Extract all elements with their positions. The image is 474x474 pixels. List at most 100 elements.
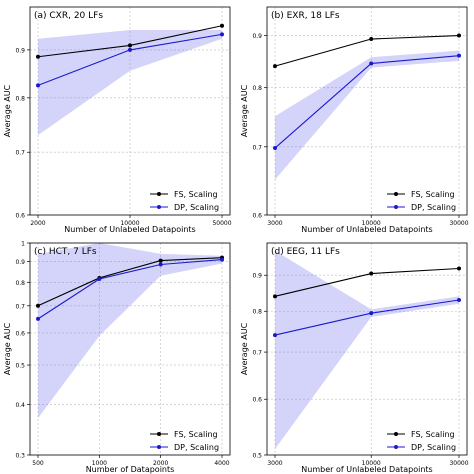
x-axis-label: Number of Unlabeled Datapoints	[64, 225, 195, 234]
x-tick-label: 3000	[267, 460, 282, 467]
legend-swatch-marker	[157, 192, 161, 196]
data-point	[457, 53, 461, 58]
data-point	[273, 333, 277, 338]
legend-label: DP, Scaling	[174, 203, 219, 212]
y-axis-label: Average AUC	[3, 322, 12, 375]
confidence-band	[275, 50, 459, 180]
confidence-band	[38, 243, 222, 419]
legend-label: FS, Scaling	[411, 430, 455, 439]
data-point	[369, 61, 374, 66]
data-point	[97, 277, 102, 282]
y-tick-label: 0.6	[15, 213, 25, 220]
data-point	[36, 316, 40, 321]
legend-label: DP, Scaling	[411, 443, 456, 452]
x-tick-label: 10000	[362, 460, 381, 467]
x-tick-label: 30000	[449, 460, 468, 467]
legend-swatch-marker	[157, 445, 161, 449]
data-point	[220, 32, 224, 37]
y-tick-label: 0.6	[15, 330, 25, 337]
confidence-band	[275, 250, 459, 449]
legend: FS, Scaling DP, Scaling	[387, 190, 456, 212]
y-axis-label: Average AUC	[240, 84, 249, 137]
y-tick-label: 0.6	[252, 213, 262, 220]
data-point	[158, 262, 163, 267]
data-point	[36, 83, 40, 88]
chart-panel-4: 0.5 0.6 0.7 0.8 0.9 3000 10000 30000 (d) EEG, 11…	[240, 242, 469, 474]
chart-title: (b) EXR, 18 LFs	[271, 11, 340, 21]
y-tick-label: 0.9	[252, 273, 262, 280]
x-tick-label: 30000	[449, 220, 468, 227]
data-point	[273, 64, 277, 69]
x-tick-label: 10000	[120, 220, 139, 227]
data-point	[369, 37, 374, 42]
x-axis-label: Number of Unlabeled Datapoints	[301, 465, 432, 474]
legend-label: DP, Scaling	[411, 203, 456, 212]
y-axis-label: Average AUC	[240, 322, 249, 375]
series-line-fs	[37, 257, 223, 307]
x-tick-label: 2000	[153, 460, 168, 467]
y-tick-label: 0.9	[252, 33, 262, 40]
data-point	[128, 43, 132, 48]
chart-panel-1: 0.6 0.7 0.8 0.9 2000 10000 50000 (a) CXR, 20 LF…	[3, 6, 232, 234]
legend-swatch-marker	[157, 205, 161, 209]
y-tick-label: 0.8	[15, 280, 25, 287]
data-point	[369, 311, 374, 316]
x-tick-label: 1000	[92, 460, 107, 467]
y-tick-label: 0.4	[15, 402, 25, 409]
series-line-dp	[37, 259, 223, 320]
chart-title: (d) EEG, 11 LFs	[271, 247, 340, 257]
data-point	[273, 294, 277, 299]
data-point	[128, 47, 132, 52]
x-tick-label: 4000	[214, 460, 229, 467]
plot-frame	[29, 242, 231, 456]
confidence-band	[38, 30, 222, 136]
plot-frame	[266, 6, 468, 216]
y-tick-label: 0.7	[252, 350, 262, 357]
y-axis-label: Average AUC	[3, 84, 12, 137]
y-tick-label: 0.7	[252, 144, 262, 151]
y-tick-label: 0.9	[15, 47, 25, 54]
legend: FS, Scaling DP, Scaling	[387, 430, 456, 452]
chart-title: (a) CXR, 20 LFs	[34, 11, 103, 21]
legend-label: FS, Scaling	[174, 430, 218, 439]
data-point	[220, 23, 224, 28]
y-tick-label: 0.8	[252, 309, 262, 316]
legend-swatch-marker	[394, 432, 398, 436]
legend-swatch-marker	[394, 445, 398, 449]
legend-label: DP, Scaling	[174, 443, 219, 452]
x-tick-label: 500	[32, 460, 44, 467]
chart-title: (c) HCT, 7 LFs	[34, 247, 97, 257]
data-point	[220, 257, 224, 262]
legend-label: FS, Scaling	[411, 190, 455, 199]
legend-label: FS, Scaling	[174, 190, 218, 199]
data-point	[273, 146, 277, 151]
x-axis-label: Number of Unlabeled Datapoints	[301, 225, 432, 234]
x-tick-label: 50000	[212, 220, 231, 227]
data-point	[457, 266, 461, 271]
plot-frame	[266, 242, 468, 456]
y-tick-label: 0.9	[15, 259, 25, 266]
legend-swatch-marker	[394, 192, 398, 196]
data-point	[457, 297, 461, 302]
legend: FS, Scaling DP, Scaling	[150, 190, 219, 212]
data-point	[36, 303, 40, 308]
data-point	[158, 258, 163, 263]
y-tick-label: 0.8	[15, 95, 25, 102]
y-tick-label: 0.5	[252, 453, 262, 460]
y-tick-label: 0.5	[15, 363, 25, 370]
chart-panel-2: 0.6 0.7 0.8 0.9 3000 10000 30000 (b) EXR, 18 LF…	[240, 6, 469, 234]
y-tick-label: 0.7	[15, 303, 25, 310]
legend: FS, Scaling DP, Scaling	[150, 430, 219, 452]
chart-panel-3: 0.3 0.4 0.5 0.6 0.7 0.8 0.9 1 500 1000 2000 4000 (c)…	[3, 241, 231, 474]
y-tick-label: 1	[21, 241, 25, 248]
y-tick-label: 0.7	[15, 150, 25, 157]
y-tick-label: 0.3	[15, 453, 25, 460]
y-tick-label: 0.6	[252, 397, 262, 404]
x-axis-label: Number of Datapoints	[86, 465, 175, 474]
x-tick-label: 2000	[30, 220, 45, 227]
data-point	[36, 54, 40, 59]
legend-swatch-marker	[394, 205, 398, 209]
data-point	[457, 33, 461, 38]
x-tick-label: 10000	[362, 220, 381, 227]
